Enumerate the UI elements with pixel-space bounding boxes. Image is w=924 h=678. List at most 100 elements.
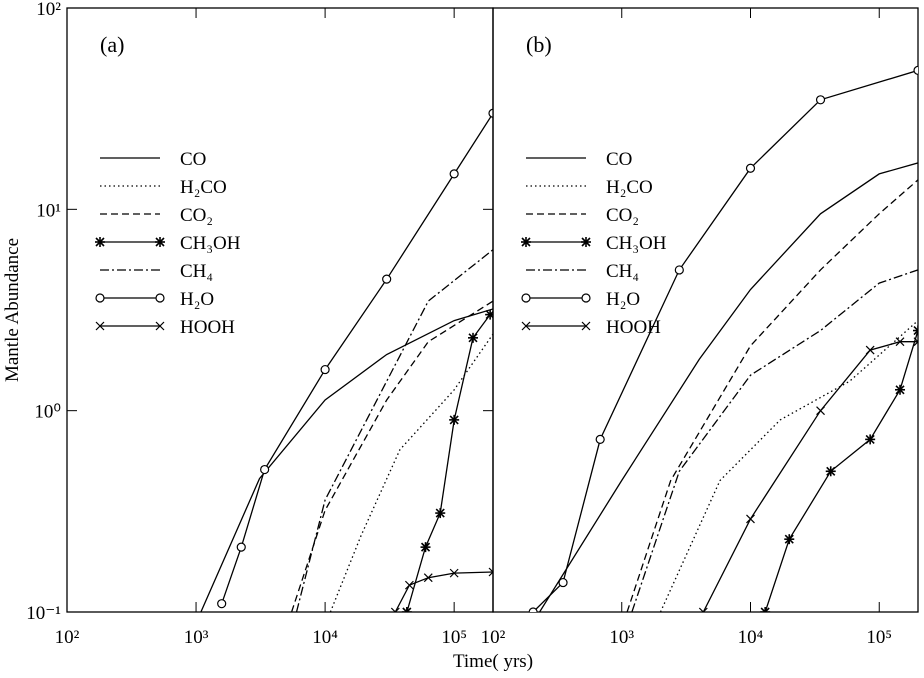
plot-area [200, 108, 493, 612]
marker-stroke [913, 329, 918, 336]
legend-label: CH₃OH [606, 233, 667, 254]
marker [815, 95, 826, 105]
marker [236, 542, 246, 552]
plot-frame [492, 7, 919, 613]
y-tick-label: 10² [36, 0, 61, 20]
panel-label: (b) [526, 32, 552, 57]
marker-stroke [760, 607, 767, 612]
marker-stroke [390, 607, 397, 612]
plot-frame [66, 7, 494, 613]
y-axis-label: Mantle Abundance [2, 238, 23, 382]
x-tick-label: 10⁴ [312, 627, 338, 648]
marker [488, 567, 493, 577]
marker [435, 508, 446, 519]
y-tick-label: 10⁰ [34, 402, 61, 423]
marker [521, 293, 531, 303]
marker-stroke [816, 406, 825, 416]
y-tick-label: 10⁻¹ [26, 603, 61, 624]
legend-label: H₂CO [180, 177, 227, 198]
marker [913, 325, 918, 336]
marker-stroke [394, 607, 400, 612]
marker [401, 607, 412, 612]
legend-label: CH₃OH [180, 233, 241, 254]
marker [260, 464, 270, 475]
marker [746, 514, 755, 524]
marker-stroke [913, 337, 918, 343]
series-line [200, 308, 493, 612]
marker [217, 599, 227, 609]
marker [95, 293, 105, 303]
marker [895, 384, 906, 395]
series-line [406, 314, 491, 612]
marker [581, 293, 591, 303]
marker [95, 237, 105, 247]
marker-stroke [402, 607, 408, 612]
marker-stroke [449, 568, 459, 578]
marker [595, 434, 605, 444]
legend-label: CH₄ [180, 261, 213, 282]
series-line [394, 571, 493, 612]
marker [581, 321, 591, 331]
legend-label: CO₂ [606, 205, 639, 226]
marker [155, 293, 165, 303]
marker [745, 163, 756, 173]
series-line [329, 333, 493, 612]
legend-label: H₂O [180, 289, 214, 310]
marker [404, 580, 414, 590]
x-tick-label: 10² [481, 627, 506, 648]
marker [488, 108, 493, 118]
x-tick-label: 10⁵ [866, 627, 892, 648]
marker [865, 434, 876, 445]
x-axis-label: Time( yrs) [453, 651, 533, 672]
marker [784, 534, 795, 545]
panel-label: (a) [100, 32, 124, 57]
x-tick-label: 10² [55, 627, 80, 648]
x-tick-label: 10³ [609, 627, 634, 648]
series-line [221, 112, 493, 604]
marker-stroke [488, 571, 493, 577]
series-line [631, 269, 918, 612]
series-line [764, 330, 918, 612]
marker-stroke [405, 607, 412, 612]
legend-label: CO [180, 149, 206, 170]
marker [423, 573, 433, 583]
marker-stroke [698, 607, 705, 612]
marker [760, 607, 771, 612]
marker [449, 414, 460, 425]
marker-stroke [423, 573, 433, 583]
marker [674, 265, 684, 275]
marker [865, 345, 875, 355]
marker-stroke [155, 321, 165, 331]
marker-stroke [746, 514, 755, 524]
series-line [295, 249, 493, 612]
marker [382, 274, 392, 284]
marker [825, 466, 836, 477]
x-tick-label: 10⁵ [441, 627, 467, 648]
marker-stroke [895, 337, 905, 347]
marker-stroke [404, 580, 414, 590]
marker [528, 607, 538, 612]
marker [895, 337, 905, 347]
marker [449, 568, 459, 578]
marker-stroke [581, 321, 591, 331]
marker-stroke [764, 607, 770, 612]
legend-label: H₂CO [606, 177, 653, 198]
legend-label: HOOH [180, 317, 235, 338]
marker-stroke [488, 567, 493, 573]
marker [155, 237, 165, 247]
series-line [539, 162, 918, 612]
marker-stroke [865, 345, 875, 355]
marker [581, 237, 591, 247]
marker-stroke [95, 321, 105, 331]
legend-label: H₂O [606, 289, 640, 310]
series-line [702, 341, 918, 612]
series-line [659, 320, 918, 612]
x-tick-label: 10³ [184, 627, 209, 648]
marker [449, 169, 459, 179]
marker [816, 406, 825, 416]
series-line [626, 179, 918, 612]
marker [521, 321, 531, 331]
marker [420, 542, 431, 553]
